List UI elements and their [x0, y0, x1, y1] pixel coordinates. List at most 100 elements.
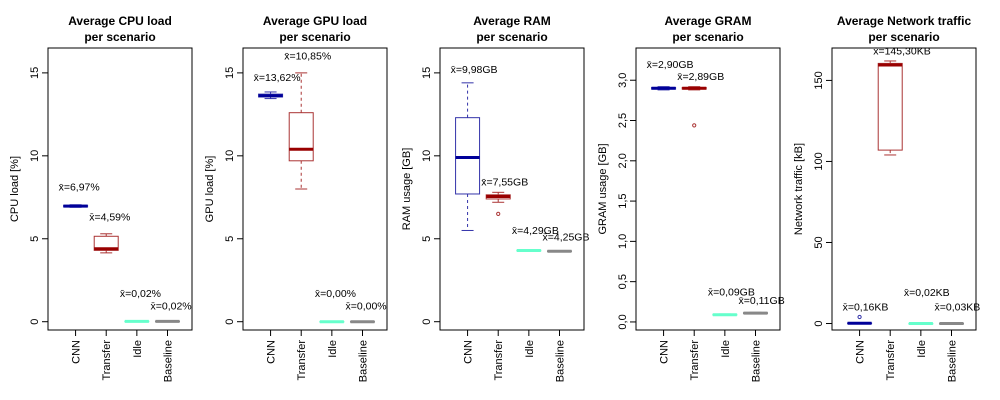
x-tick-label: Transfer	[296, 340, 308, 381]
y-tick-label: 10	[421, 150, 433, 162]
chart-title-line1: Average Network traffic	[837, 14, 972, 28]
box-transfer: x̄=4,59%	[89, 212, 130, 254]
box-transfer: x̄=10,85%	[284, 51, 331, 190]
mean-label: x̄=4,25GB	[542, 231, 589, 243]
plot-frame	[635, 47, 781, 331]
mean-label: x̄=13,62%	[254, 72, 301, 84]
mean-label: x̄=2,89GB	[677, 71, 724, 83]
mean-label: x̄=6,97%	[59, 182, 100, 194]
mean-label: x̄=0,03KB	[934, 302, 980, 314]
chart-title-line2: per scenario	[279, 30, 350, 44]
box-baseline: x̄=0,11GB	[738, 295, 785, 315]
x-tick-label: Idle	[524, 340, 536, 358]
mean-label: x̄=0,02%	[150, 300, 191, 312]
y-tick-label: 5	[224, 236, 236, 242]
y-axis-label: RAM usage [GB]	[401, 148, 413, 231]
mean-label: x̄=2,90GB	[647, 59, 694, 71]
y-tick-label: 2,0	[617, 153, 629, 168]
y-axis-label: GPU load [%]	[204, 156, 216, 223]
chart-panel-5: Average Network traffic per scenario 0 50 10…	[793, 14, 980, 382]
box-idle: x̄=4,29GB	[512, 225, 559, 253]
box-cnn: x̄=13,62%	[254, 72, 301, 100]
mean-label: x̄=0,16KB	[843, 302, 889, 314]
box-cnn: x̄=9,98GB	[451, 64, 498, 231]
y-tick-label: 0	[29, 319, 41, 325]
y-tick-label: 10	[29, 150, 41, 162]
outlier-point	[496, 211, 501, 216]
box-transfer: x̄=2,89GB	[677, 71, 724, 128]
box-idle: x̄=0,02%	[120, 288, 161, 323]
x-tick-label: Transfer	[885, 340, 897, 381]
x-tick-label: CNN	[659, 340, 671, 364]
box-transfer: x̄=145,30KB	[873, 45, 931, 156]
y-tick-label: 15	[421, 67, 433, 79]
mean-label: x̄=10,85%	[284, 51, 331, 63]
x-tick-label: Idle	[720, 340, 732, 358]
chart-title-line1: Average RAM	[473, 14, 551, 28]
box-iqr	[93, 235, 119, 251]
chart-title-line1: Average GPU load	[263, 14, 367, 28]
chart-panel-1: Average CPU load per scenario 0 5 10 15 CPU lo…	[9, 14, 193, 382]
y-tick-label: 5	[29, 236, 41, 242]
y-tick-label: 1,5	[617, 193, 629, 208]
y-tick-label: 1,0	[617, 234, 629, 249]
mean-label: x̄=0,09GB	[708, 286, 755, 298]
outlier-point	[857, 314, 862, 320]
mean-label: x̄=145,30KB	[873, 45, 931, 57]
x-tick-label: CNN	[463, 340, 475, 364]
y-tick-label: 100	[813, 152, 825, 170]
chart-title-line2: per scenario	[868, 30, 939, 44]
chart-title-line2: per scenario	[672, 30, 743, 44]
mean-label: x̄=4,59%	[89, 212, 130, 224]
chart-panel-4: Average GRAM per scenario 0,0 0,5 1,0 1,5 2,0 2…	[597, 14, 785, 382]
y-tick-label: 0	[813, 320, 825, 326]
mean-label: x̄=0,02%	[120, 288, 161, 300]
box-cnn: x̄=0,16KB	[843, 302, 889, 325]
box-idle: x̄=0,00%	[315, 288, 356, 324]
x-tick-label: CNN	[266, 340, 278, 364]
y-tick-label: 0	[421, 319, 433, 325]
y-tick-label: 15	[29, 67, 41, 79]
x-tick-label: Baseline	[162, 340, 174, 382]
mean-label: x̄=4,29GB	[512, 225, 559, 237]
x-tick-label: Transfer	[493, 340, 505, 381]
box-iqr	[877, 62, 903, 151]
y-tick-label: 0,0	[617, 314, 629, 329]
box-iqr	[288, 112, 314, 162]
y-tick-label: 2,5	[617, 113, 629, 128]
plot-frame	[47, 47, 193, 331]
box-baseline: x̄=0,03KB	[934, 302, 980, 325]
chart-title-line1: Average CPU load	[68, 14, 172, 28]
y-axis-label: GRAM usage [GB]	[597, 143, 609, 234]
x-tick-label: Idle	[132, 340, 144, 358]
plot-frame	[242, 47, 388, 331]
x-tick-label: CNN	[855, 340, 867, 364]
y-tick-label: 3,0	[617, 73, 629, 88]
y-tick-label: 0	[224, 319, 236, 325]
mean-label: x̄=9,98GB	[451, 64, 498, 76]
plot-frame	[439, 47, 585, 331]
chart-panel-2: Average GPU load per scenario 0 5 10 15 GPU lo…	[204, 14, 388, 382]
outlier-point	[692, 123, 697, 128]
y-tick-label: 5	[421, 236, 433, 242]
chart-panel-3: Average RAM per scenario 0 5 10 15 RAM usage […	[401, 14, 589, 382]
mean-label: x̄=0,00%	[345, 300, 386, 312]
x-tick-label: Idle	[327, 340, 339, 358]
box-baseline: x̄=0,02%	[150, 300, 192, 323]
y-tick-label: 10	[224, 150, 236, 162]
box-idle: x̄=0,02KB	[904, 287, 950, 325]
box-cnn: x̄=6,97%	[59, 182, 100, 208]
mean-label: x̄=0,11GB	[738, 295, 784, 307]
box-iqr	[455, 117, 481, 195]
box-cnn: x̄=2,90GB	[647, 59, 694, 91]
chart-title-line2: per scenario	[84, 30, 155, 44]
x-tick-label: Baseline	[946, 340, 958, 382]
box-idle: x̄=0,09GB	[708, 286, 755, 317]
box-transfer: x̄=7,55GB	[481, 177, 528, 216]
chart-title-line1: Average GRAM	[665, 14, 752, 28]
y-axis-label: CPU load [%]	[9, 156, 21, 222]
x-tick-label: CNN	[71, 340, 83, 364]
mean-label: x̄=7,55GB	[481, 177, 528, 189]
y-axis-label: Network traffic [kB]	[793, 143, 805, 235]
y-tick-label: 0,5	[617, 274, 629, 289]
